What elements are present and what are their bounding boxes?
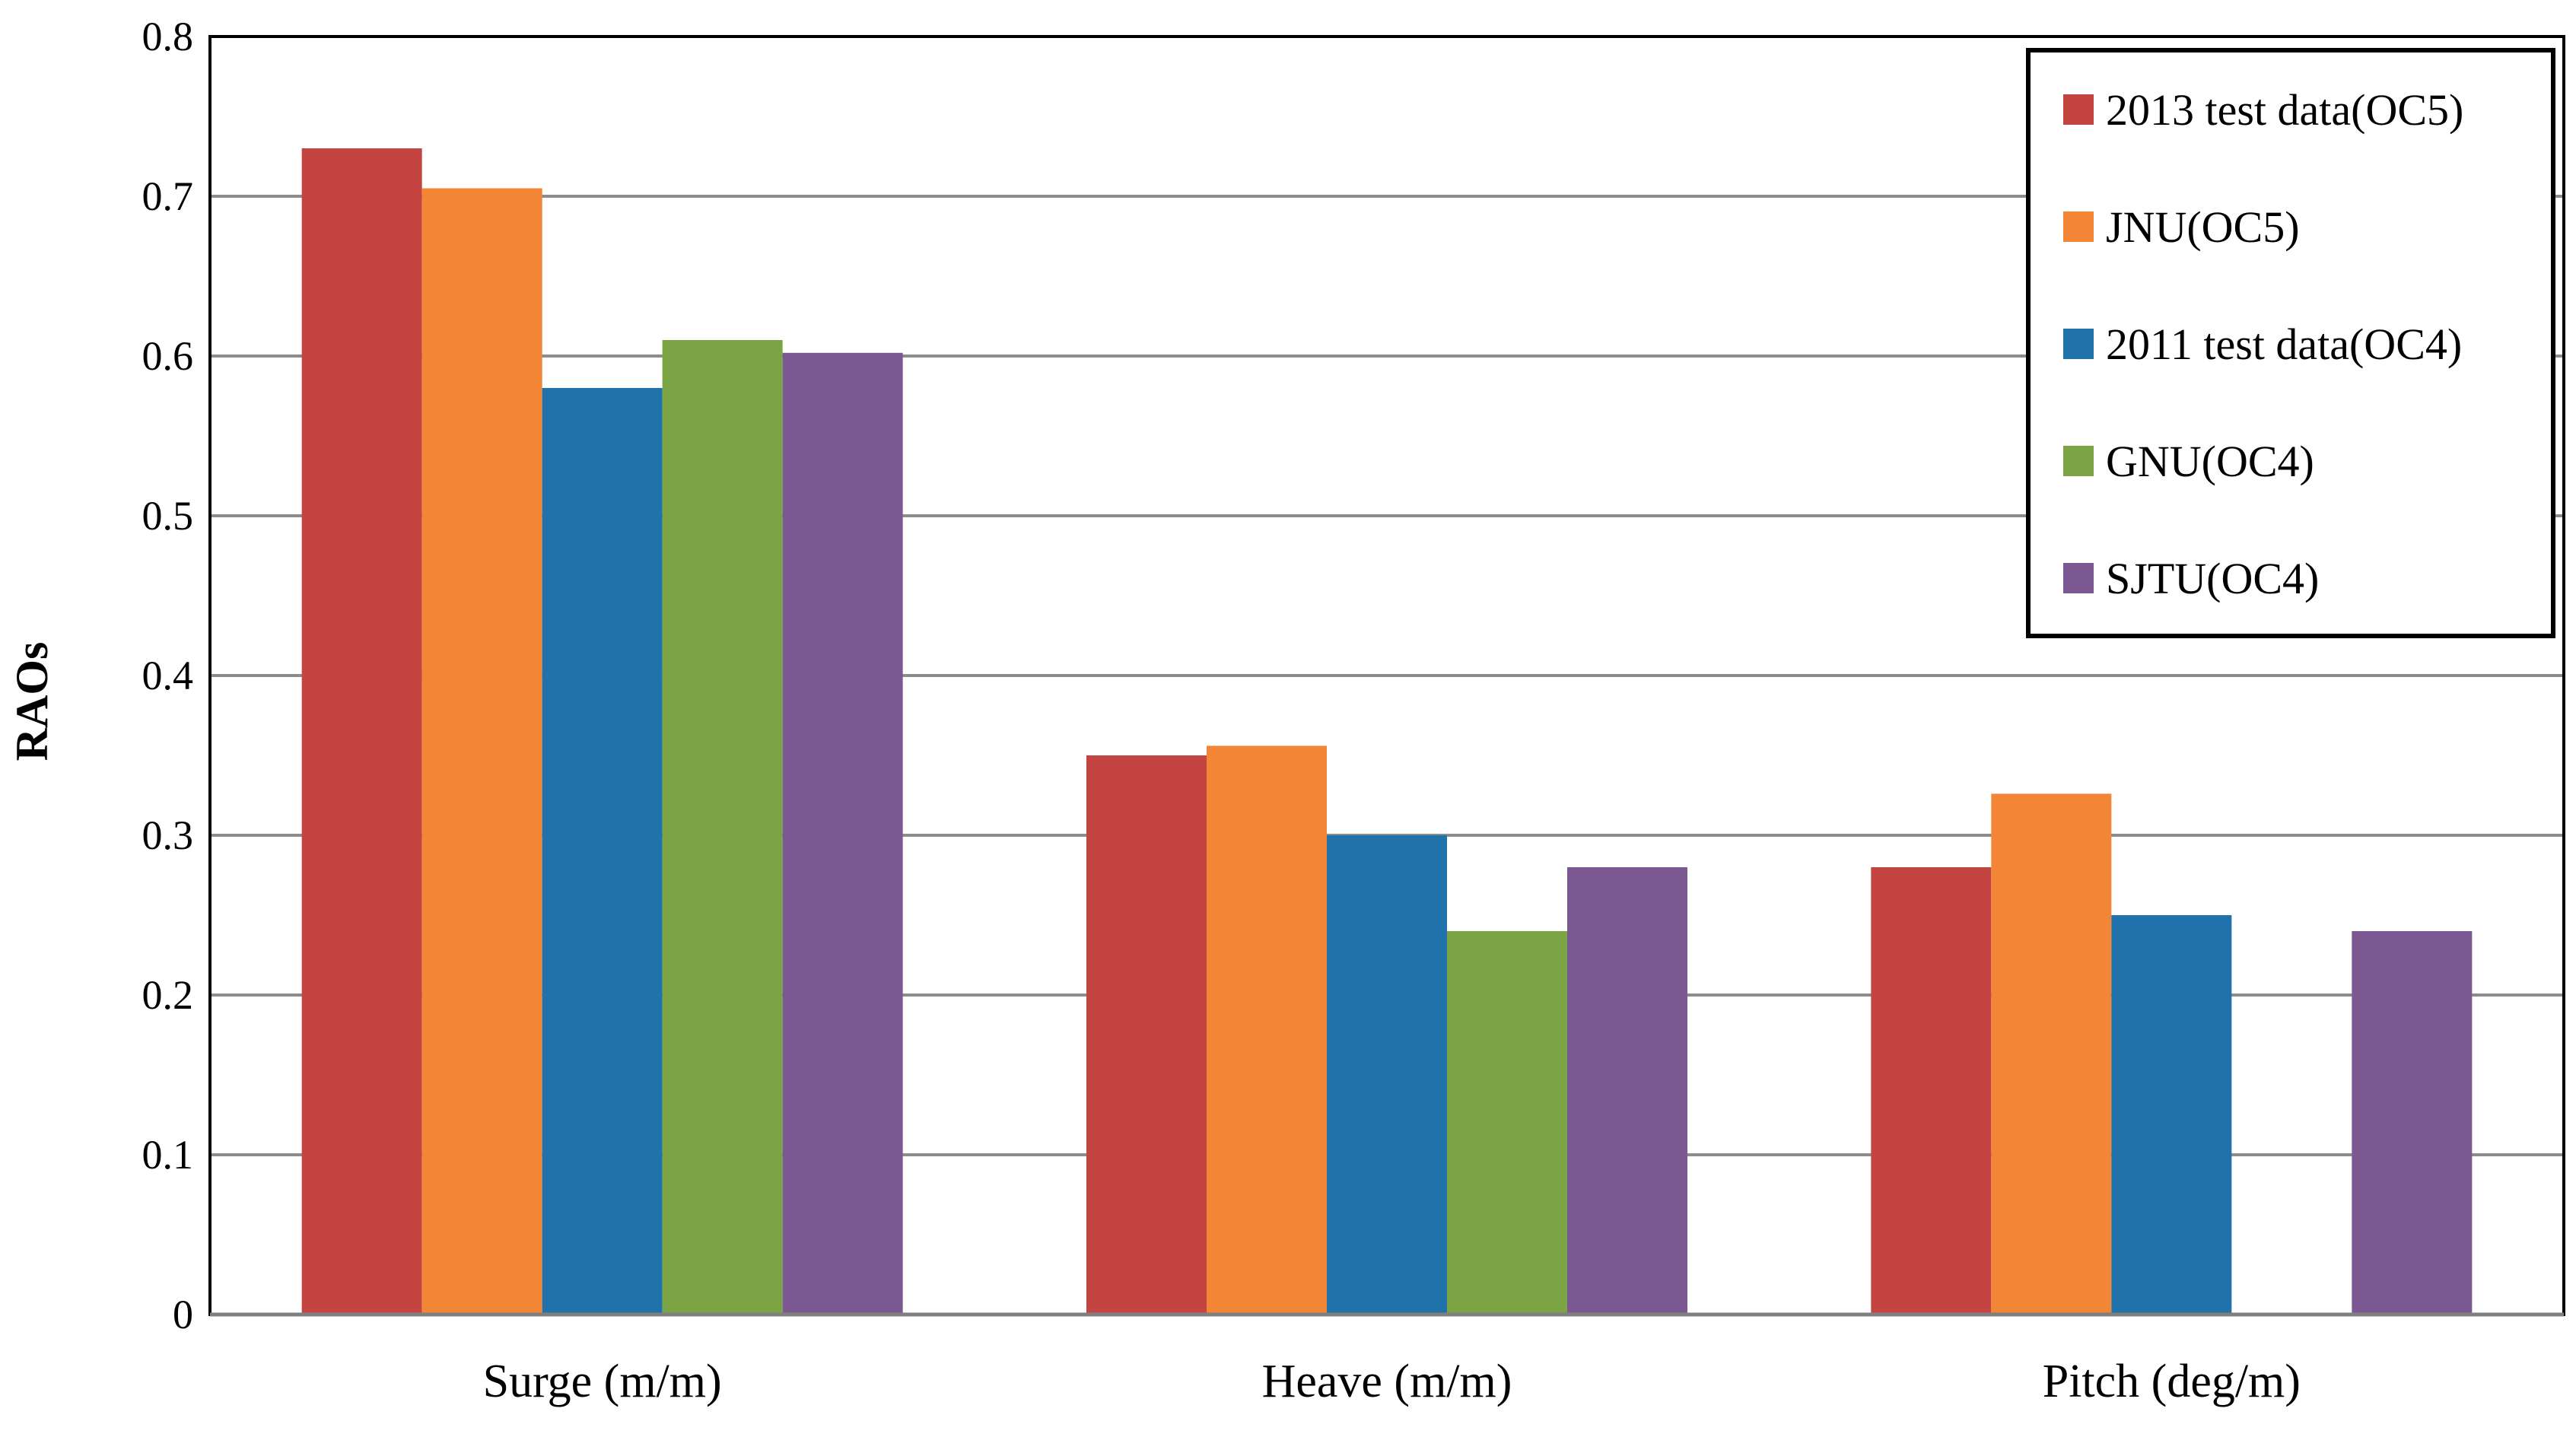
bar [1086,755,1207,1315]
y-tick-label: 0 [173,1292,193,1337]
bar [2352,931,2473,1315]
legend: 2013 test data(OC5) JNU(OC5) 2011 test dat… [2026,48,2555,638]
legend-label: JNU(OC5) [2106,202,2300,252]
legend-swatch [2063,446,2094,476]
bar [1991,793,2112,1315]
axes [208,35,2565,1317]
legend-label: SJTU(OC4) [2106,554,2319,603]
legend-swatch [2063,329,2094,359]
category-labels: Surge (m/m) Heave (m/m) Pitch (deg/m) [483,1356,2301,1407]
bar [542,388,663,1315]
y-tick-label: 0.7 [142,173,194,219]
bars [301,148,2473,1315]
bar [1447,931,1567,1315]
y-tick-label: 0.6 [142,333,194,379]
bar [421,188,542,1315]
x-category-label: Pitch (deg/m) [2043,1356,2301,1407]
bar [662,340,783,1315]
y-tick-label: 0.3 [142,812,194,858]
y-tick-labels: 0 0.1 0.2 0.3 0.4 0.5 0.6 0.7 0.8 [142,14,194,1337]
y-tick-label: 0.8 [142,14,194,59]
y-tick-label: 0.2 [142,972,194,1018]
bar [1567,867,1687,1315]
legend-swatch [2063,211,2094,242]
y-tick-label: 0.5 [142,493,194,539]
legend-label: 2011 test data(OC4) [2106,320,2462,369]
legend-label: GNU(OC4) [2106,437,2314,486]
y-tick-label: 0.1 [142,1132,194,1178]
bar [1207,746,1327,1315]
bar [1871,867,1992,1315]
bar [2111,915,2232,1315]
bar [1327,835,1447,1315]
legend-label: 2013 test data(OC5) [2106,85,2463,135]
legend-swatch [2063,563,2094,593]
bar [782,352,903,1315]
x-category-label: Surge (m/m) [483,1356,722,1407]
x-category-label: Heave (m/m) [1262,1356,1512,1407]
bar [301,148,422,1315]
legend-swatch [2063,94,2094,125]
legend-box [2026,48,2555,638]
y-axis-title: RAOs [7,642,57,761]
y-tick-label: 0.4 [142,653,194,698]
